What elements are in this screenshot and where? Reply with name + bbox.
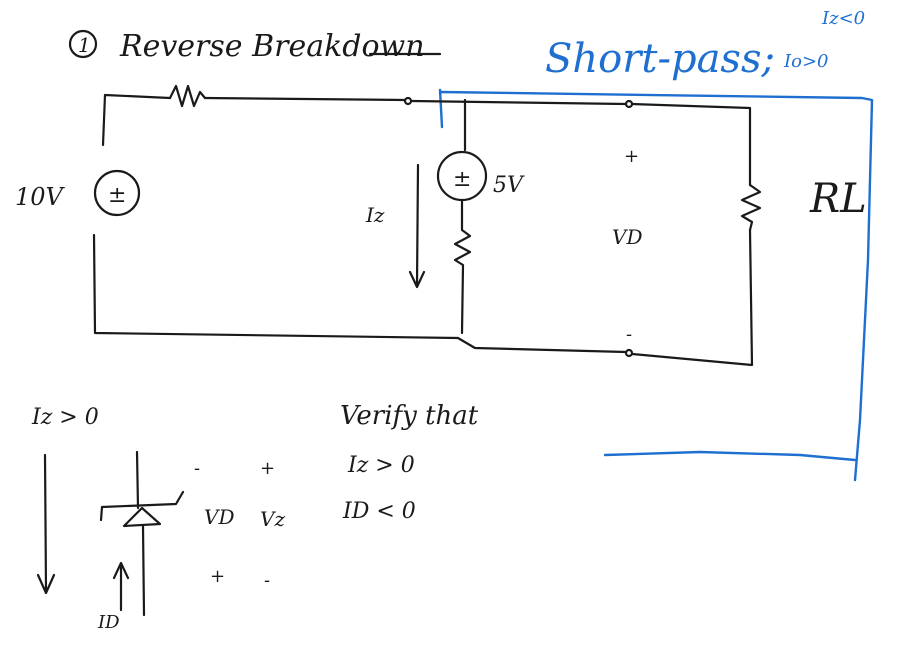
diode-vz-label: Vz: [260, 507, 285, 531]
diode-minus-bottom: -: [264, 570, 270, 591]
title-number: 1: [78, 33, 91, 57]
source-sign: ±: [108, 183, 126, 208]
diode-plus-bottom: +: [210, 566, 225, 587]
blue-condition-iz: Iz<0: [821, 8, 865, 29]
diode-lead-top: [135, 450, 140, 510]
output-terminal-bottom: [624, 348, 634, 358]
load-label: RL: [809, 176, 867, 222]
series-resistor: [168, 84, 207, 108]
zener-source-voltage: 5V: [493, 173, 525, 198]
wire-top-mid: [203, 96, 407, 102]
diode-minus-top: -: [194, 458, 200, 479]
verify-id: ID < 0: [342, 499, 416, 524]
output-voltage-label: VD: [612, 225, 642, 249]
wire-top-right: [410, 99, 628, 106]
iz-arrow: [408, 163, 426, 289]
diode-plus-top: +: [260, 458, 275, 479]
diode-triangle: [122, 506, 162, 528]
source-voltage-label: 10V: [15, 183, 66, 211]
verify-heading: Verify that: [340, 401, 479, 431]
diode-lead-bottom: [141, 524, 146, 617]
diode-vd-label: VD: [204, 505, 234, 529]
output-plus: +: [624, 146, 639, 167]
output-minus: -: [626, 324, 632, 345]
id-arrow: [112, 561, 130, 612]
zener-resistor: [453, 198, 472, 335]
id-label: ID: [97, 612, 120, 633]
iz-label: Iz: [365, 203, 385, 227]
wire-load-bottom: [630, 228, 754, 367]
wire-bottom: [92, 233, 628, 354]
title-text: Reverse Breakdown: [119, 29, 425, 64]
iz-condition: Iz > 0: [31, 405, 99, 430]
wire-top-left: [101, 93, 172, 147]
short-pass-label: Short-pass;: [545, 36, 775, 82]
blue-bracket-bottom: [603, 450, 857, 462]
zener-source-sign: ±: [453, 167, 471, 192]
load-resistor: [740, 183, 762, 232]
iz-down-arrow: [36, 453, 56, 595]
verify-iz: Iz > 0: [347, 453, 415, 478]
diode-bar: [99, 490, 185, 522]
voltage-source-10v: [93, 169, 141, 217]
wire-to-load-top: [630, 102, 752, 187]
node-top: [403, 96, 413, 106]
title-number-circle: [68, 29, 98, 59]
blue-condition-io: Io>0: [783, 51, 828, 72]
blue-bracket-left-tick: [438, 88, 444, 129]
blue-bracket-outline: [438, 90, 874, 482]
